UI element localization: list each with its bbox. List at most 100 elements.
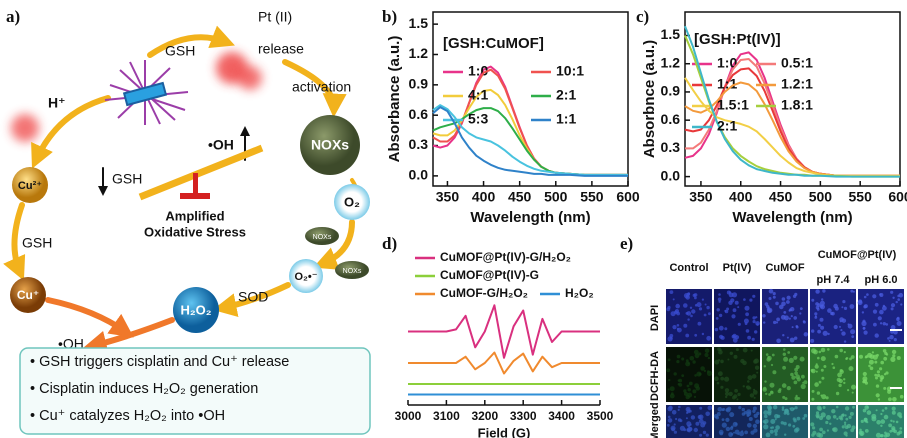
cell-speck: [790, 373, 794, 377]
cell-speck: [820, 395, 822, 397]
cell-speck: [728, 432, 733, 437]
cell-speck: [894, 338, 897, 341]
cell-speck: [838, 384, 841, 387]
cell-speck: [687, 428, 690, 431]
cell-speck: [687, 318, 689, 320]
cell-speck: [722, 423, 727, 428]
cell-speck: [727, 407, 731, 411]
cell-speck: [732, 396, 736, 400]
cell-speck: [694, 334, 697, 337]
panel-label: d): [382, 234, 397, 253]
cell-speck: [688, 425, 691, 428]
bullet: • Cisplatin induces H₂O₂ generation: [30, 381, 258, 397]
cell-speck: [844, 424, 846, 426]
cell-speck: [819, 381, 822, 384]
cell-speck: [715, 328, 718, 331]
cell-speck: [725, 418, 729, 422]
cell-speck: [890, 420, 892, 422]
cell-speck: [897, 321, 902, 326]
cell-speck: [735, 301, 739, 305]
cell-speck: [792, 326, 794, 328]
cell-speck: [706, 434, 709, 437]
seesaw: [140, 148, 262, 199]
cell-speck: [811, 369, 814, 372]
diagram-label: •OH: [208, 137, 234, 153]
series-line: [433, 105, 628, 175]
legend-label: 2:1: [717, 118, 737, 134]
diagram-label: SOD: [238, 289, 268, 305]
cell-speck: [756, 372, 758, 374]
cell-speck: [733, 338, 738, 343]
cell-speck: [833, 366, 836, 369]
cell-speck: [728, 301, 732, 305]
cell-speck: [668, 416, 671, 419]
cell-speck: [716, 317, 719, 320]
cell-speck: [801, 384, 806, 389]
cell-speck: [773, 296, 776, 299]
cell-speck: [719, 314, 722, 317]
cell-speck: [671, 428, 675, 432]
cell-speck: [773, 321, 776, 324]
cell-speck: [724, 377, 729, 382]
cell-speck: [670, 386, 675, 391]
cell-speck: [720, 386, 723, 389]
cell-speck: [826, 396, 829, 399]
cell-speck: [690, 356, 695, 361]
cell-speck: [717, 382, 720, 385]
cell-speck: [844, 414, 846, 416]
cell-speck: [875, 333, 879, 337]
cell-speck: [850, 304, 855, 309]
cell-speck: [795, 396, 799, 400]
cell-speck: [736, 398, 738, 400]
cell-speck: [847, 389, 849, 391]
x-tick-label: 3300: [510, 409, 537, 423]
cell-speck: [819, 416, 823, 420]
cell-speck: [783, 348, 786, 351]
cell-speck: [833, 304, 838, 309]
column-label: CuMOF: [765, 262, 804, 274]
cell-speck: [892, 350, 896, 354]
cell-speck: [876, 393, 880, 397]
series-line: [408, 305, 600, 358]
cell-speck: [782, 383, 787, 388]
cell-speck: [867, 406, 869, 408]
cell-speck: [843, 382, 845, 384]
diagram-label: Oxidative Stress: [144, 224, 246, 239]
cell-speck: [875, 303, 879, 307]
cell-speck: [863, 372, 867, 376]
cell-speck: [795, 374, 800, 379]
cell-speck: [852, 406, 855, 409]
cell-speck: [812, 426, 815, 429]
cell-speck: [732, 335, 736, 339]
legend-label: 10:1: [556, 63, 584, 79]
cell-speck: [708, 357, 710, 359]
cell-speck: [704, 314, 707, 317]
cell-speck: [698, 322, 702, 326]
diagram-label: H₂O₂: [180, 302, 211, 317]
cell-speck: [868, 365, 871, 368]
x-axis-label: Field (G): [478, 425, 531, 438]
x-tick-label: 3500: [587, 409, 614, 423]
cell-speck: [817, 308, 820, 311]
cell-speck: [720, 432, 724, 436]
cell-speck: [823, 406, 826, 409]
cell-speck: [804, 332, 808, 336]
cell-speck: [731, 426, 734, 429]
cell-speck: [831, 409, 835, 413]
cell-speck: [753, 359, 757, 363]
legend-label: H₂O₂: [565, 286, 594, 300]
cell-speck: [699, 434, 702, 437]
panel-label: e): [620, 234, 633, 253]
cell-speck: [739, 431, 744, 436]
cell-speck: [740, 359, 744, 363]
cell-speck: [707, 371, 712, 376]
cell-speck: [851, 385, 856, 390]
series-line: [433, 90, 628, 175]
cell-speck: [681, 374, 684, 377]
cell-speck: [764, 415, 768, 419]
cell-speck: [883, 349, 887, 353]
cell-speck: [789, 408, 791, 410]
cell-speck: [875, 377, 878, 380]
x-tick-label: 400: [729, 189, 753, 205]
cell-speck: [776, 318, 780, 322]
